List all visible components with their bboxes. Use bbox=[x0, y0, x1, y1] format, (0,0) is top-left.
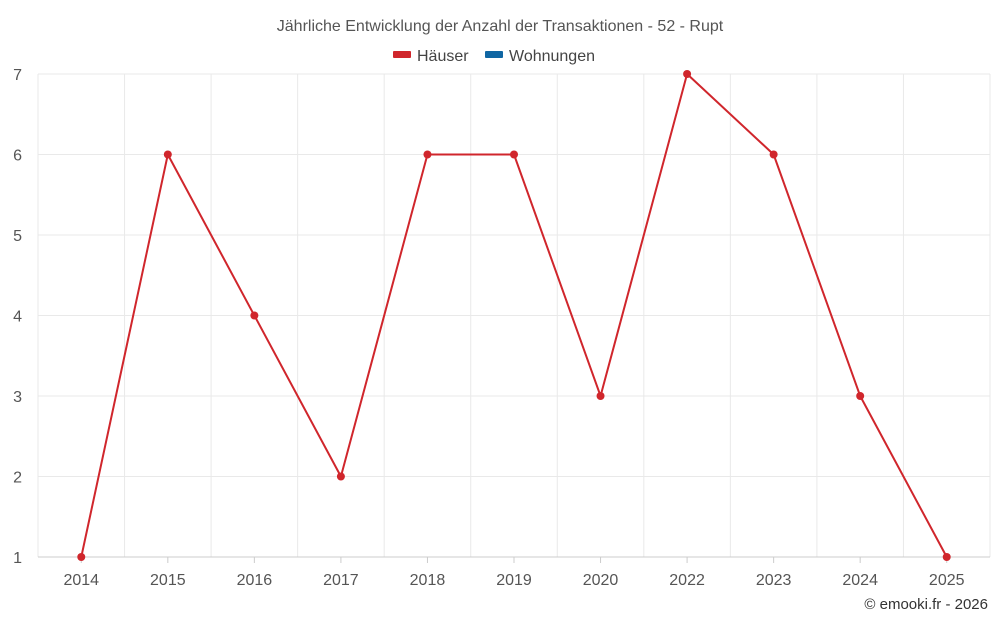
legend-label-haeuser: Häuser bbox=[417, 48, 469, 65]
x-tick-label: 2024 bbox=[842, 572, 878, 589]
data-point[interactable] bbox=[856, 392, 865, 400]
data-point[interactable] bbox=[77, 553, 86, 561]
series-haeuser bbox=[77, 70, 951, 561]
data-point[interactable] bbox=[769, 150, 778, 159]
legend-swatch-wohnungen bbox=[485, 51, 503, 58]
y-tick-label: 2 bbox=[13, 470, 22, 487]
y-tick-label: 6 bbox=[13, 148, 22, 165]
y-tick-label: 1 bbox=[13, 550, 22, 567]
y-tick-label: 3 bbox=[13, 389, 22, 406]
x-tick-label: 2025 bbox=[929, 572, 965, 589]
y-axis-ticks: 1 2 3 4 5 6 7 bbox=[13, 67, 22, 567]
axes bbox=[38, 556, 990, 563]
x-tick-label: 2019 bbox=[496, 572, 532, 589]
x-tick-label: 2015 bbox=[150, 572, 186, 589]
legend-item-haeuser[interactable]: Häuser bbox=[393, 48, 469, 65]
data-point[interactable] bbox=[250, 311, 259, 320]
x-tick-label: 2018 bbox=[410, 572, 446, 589]
x-axis-ticks: 2014 2015 2016 2017 2018 2019 2020 2022 2023 2024… bbox=[63, 572, 964, 589]
legend-item-wohnungen[interactable]: Wohnungen bbox=[485, 48, 595, 65]
x-tick-label: 2014 bbox=[63, 572, 99, 589]
data-point[interactable] bbox=[596, 392, 605, 400]
y-tick-label: 4 bbox=[13, 309, 22, 326]
data-point[interactable] bbox=[336, 472, 345, 481]
data-point[interactable] bbox=[683, 70, 692, 78]
data-point[interactable] bbox=[510, 150, 518, 159]
x-tick-label: 2016 bbox=[237, 572, 273, 589]
credit-text: © emooki.fr - 2026 bbox=[864, 596, 988, 613]
grid bbox=[37, 73, 991, 557]
x-tick-label: 2023 bbox=[756, 572, 792, 589]
x-tick-label: 2022 bbox=[669, 572, 705, 589]
y-tick-label: 7 bbox=[13, 67, 22, 84]
legend-swatch-haeuser bbox=[393, 51, 411, 58]
x-tick-label: 2017 bbox=[323, 572, 359, 589]
legend-label-wohnungen: Wohnungen bbox=[509, 48, 595, 65]
chart-title: Jährliche Entwicklung der Anzahl der Tra… bbox=[277, 18, 724, 35]
y-tick-label: 5 bbox=[13, 228, 22, 245]
legend: Häuser Wohnungen bbox=[393, 48, 595, 65]
data-point[interactable] bbox=[163, 150, 172, 159]
data-point[interactable] bbox=[942, 553, 951, 561]
data-point[interactable] bbox=[423, 150, 432, 159]
x-tick-label: 2020 bbox=[583, 572, 619, 589]
